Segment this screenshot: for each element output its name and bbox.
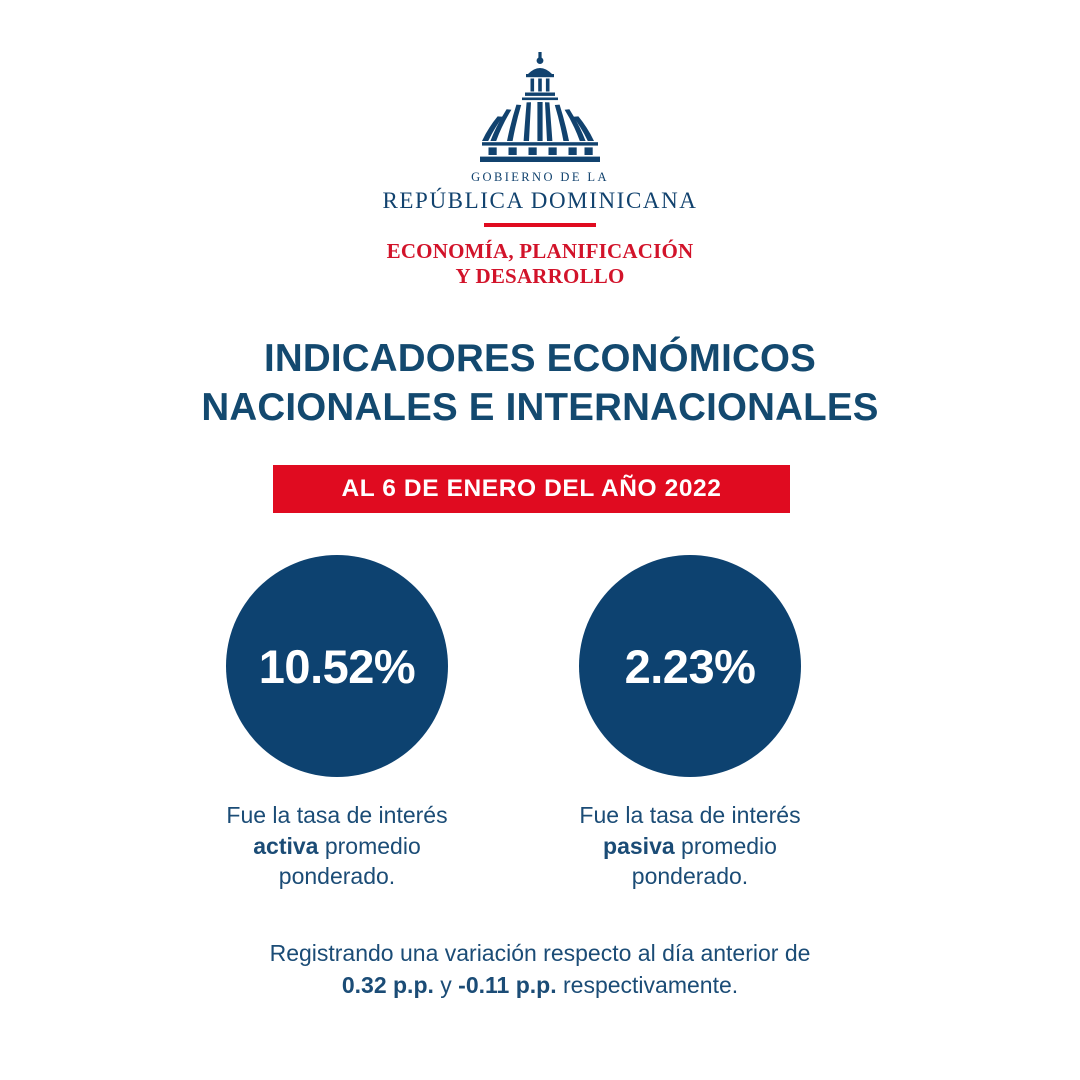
page-title: INDICADORES ECONÓMICOS NACIONALES E INTE… — [0, 334, 1080, 433]
stat-circles-row: 10.52% 2.23% — [0, 555, 1080, 780]
variation-footnote: Registrando una variación respecto al dí… — [0, 938, 1080, 1001]
caption-last-passive: ponderado. — [631, 863, 749, 890]
date-banner: AL 6 DE ENERO DEL AÑO 2022 — [273, 465, 790, 513]
stat-value-active-rate: 10.52% — [258, 639, 416, 693]
caption-lead-passive: Fue la tasa de interés — [579, 802, 801, 828]
caption-tail-passive: promedio — [681, 832, 777, 859]
government-logo: GOBIERNO DE LA REPÚBLICA DOMINICANA ECON… — [0, 52, 1080, 290]
logo-ministry-name: ECONOMÍA, PLANIFICACIÓN Y DESARROLLO — [387, 239, 694, 290]
caption-tail-active: promedio — [324, 832, 421, 859]
footnote-line-2: 0.32 p.p. y -0.11 p.p. respectivamente. — [0, 970, 1080, 1002]
caption-bold-active: activa — [253, 832, 319, 859]
stat-caption-active-rate: Fue la tasa de interés activa promedio p… — [177, 800, 497, 892]
logo-divider-rule — [484, 222, 596, 227]
logo-country-line: REPÚBLICA DOMINICANA — [382, 187, 698, 213]
footnote-change-active: 0.32 p.p. — [341, 971, 434, 998]
footnote-change-passive: -0.11 p.p. — [458, 971, 557, 998]
footnote-tail: respectivamente. — [563, 971, 739, 998]
stat-value-passive-rate: 2.23% — [624, 639, 756, 693]
stat-circle-active-rate: 10.52% — [226, 555, 448, 777]
page-title-line-1: INDICADORES ECONÓMICOS — [264, 337, 816, 380]
page-title-line-2: NACIONALES E INTERNACIONALES — [201, 386, 879, 430]
caption-bold-passive: pasiva — [603, 832, 675, 859]
dominican-republic-dome-emblem-icon — [480, 52, 600, 162]
footnote-conjunction: y — [440, 971, 452, 998]
logo-ministry-line-1: ECONOMÍA, PLANIFICACIÓN — [386, 238, 694, 263]
stat-circle-passive-rate: 2.23% — [579, 555, 801, 777]
caption-lead-active: Fue la tasa de interés — [226, 802, 448, 828]
logo-ministry-line-2: Y DESARROLLO — [455, 264, 625, 289]
footnote-line-1: Registrando una variación respecto al dí… — [269, 940, 811, 966]
date-banner-label: AL 6 DE ENERO DEL AÑO 2022 — [341, 474, 722, 502]
logo-government-line: GOBIERNO DE LA — [471, 170, 609, 184]
stat-captions-row: Fue la tasa de interés activa promedio p… — [0, 800, 1080, 900]
caption-last-active: ponderado. — [278, 863, 396, 890]
stat-caption-passive-rate: Fue la tasa de interés pasiva promedio p… — [530, 800, 850, 892]
